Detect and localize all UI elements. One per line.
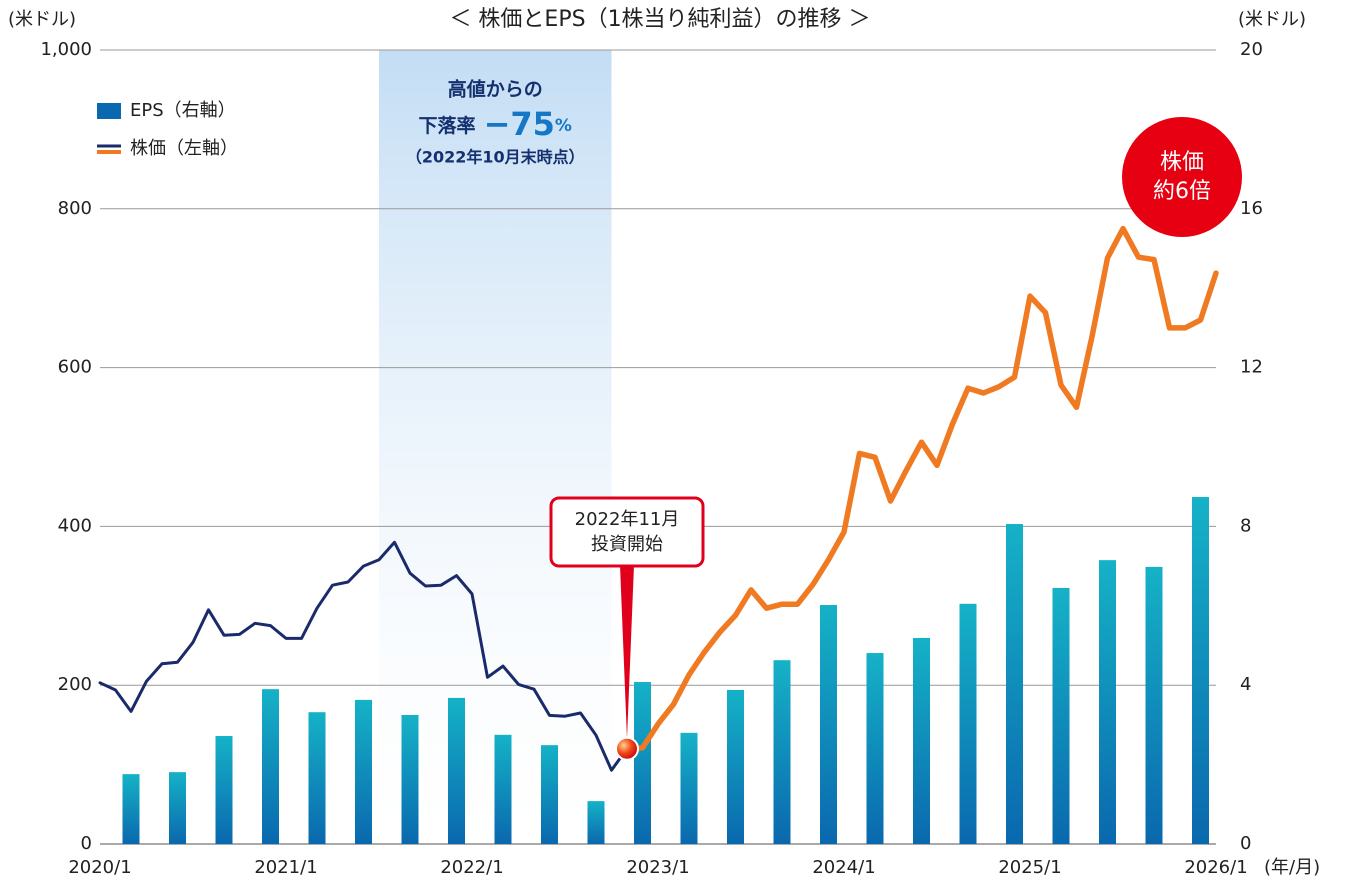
- highlight-text: 下落率 −75%: [419, 105, 572, 143]
- y-tick-label: 800: [58, 198, 92, 219]
- highlight-drop: −75: [484, 105, 555, 143]
- badge-text: 約6倍: [1153, 179, 1211, 204]
- bar: [169, 772, 186, 844]
- legend-label: 株価（左軸）: [130, 138, 238, 159]
- y-tick-label: 200: [58, 674, 92, 695]
- bar: [727, 689, 744, 844]
- bar: [866, 653, 884, 844]
- bar: [1099, 560, 1116, 844]
- y2-tick-label: 20: [1240, 39, 1263, 60]
- bar: [262, 689, 279, 844]
- bar: [215, 736, 233, 844]
- highlight-text: （2022年10月末時点）: [406, 148, 585, 167]
- annotation-text: 2022年11月: [575, 509, 680, 530]
- bar: [401, 714, 419, 844]
- x-tick-label: 2021/1: [254, 857, 317, 878]
- legend-swatch: [97, 103, 121, 119]
- y2-axis-unit: (米ドル): [1238, 9, 1306, 30]
- chart-title: ＜ 株価とEPS（1株当り純利益）の推移 ＞: [449, 7, 870, 32]
- bar: [1006, 524, 1023, 844]
- bar: [634, 682, 651, 844]
- x-tick-label: 2024/1: [812, 857, 875, 878]
- bar: [959, 603, 977, 844]
- annotation-pointer: [620, 565, 634, 739]
- y2-tick-label: 8: [1240, 515, 1251, 536]
- y-tick-label: 600: [58, 357, 92, 378]
- y2-tick-label: 0: [1240, 833, 1251, 854]
- line-before: [98, 540, 629, 772]
- x-tick-label: 2020/1: [68, 857, 131, 878]
- y2-tick-label: 12: [1240, 357, 1263, 378]
- bar: [1052, 587, 1070, 844]
- legend-label: EPS（右軸）: [130, 100, 236, 121]
- bar: [587, 801, 605, 844]
- bar: [355, 699, 372, 844]
- bar: [913, 637, 930, 844]
- annotation-text: 投資開始: [591, 534, 663, 555]
- y2-tick-label: 16: [1240, 198, 1263, 219]
- bar: [1192, 497, 1209, 844]
- bar: [1145, 566, 1163, 844]
- x-tick-label: 2025/1: [998, 857, 1061, 878]
- annotation-box: [549, 496, 705, 568]
- x-tick-label: 2023/1: [626, 857, 689, 878]
- bar: [773, 660, 791, 844]
- y-axis-unit: (米ドル): [8, 9, 76, 30]
- x-tick-label: 2022/1: [440, 857, 503, 878]
- y-tick-label: 1,000: [40, 39, 92, 60]
- bar: [820, 605, 837, 844]
- badge-text: 株価: [1160, 150, 1204, 175]
- bar: [122, 774, 140, 844]
- bar: [448, 697, 465, 844]
- x-axis-unit: (年/月): [1264, 857, 1320, 878]
- line-after: [624, 225, 1219, 752]
- bar: [494, 734, 512, 844]
- highlight-drop-unit: %: [555, 116, 572, 136]
- bar: [308, 712, 326, 844]
- highlight-text: 下落率: [419, 114, 476, 137]
- x-tick-label: 2026/1: [1184, 857, 1247, 878]
- annotation-marker: [615, 736, 639, 761]
- highlight-band: [379, 50, 612, 844]
- y-tick-label: 0: [81, 833, 92, 854]
- highlight-text: 高値からの: [448, 78, 543, 101]
- badge: [1122, 117, 1242, 237]
- y-tick-label: 400: [58, 515, 92, 536]
- y2-tick-label: 4: [1240, 674, 1251, 695]
- bar: [680, 732, 698, 844]
- bar: [541, 745, 558, 844]
